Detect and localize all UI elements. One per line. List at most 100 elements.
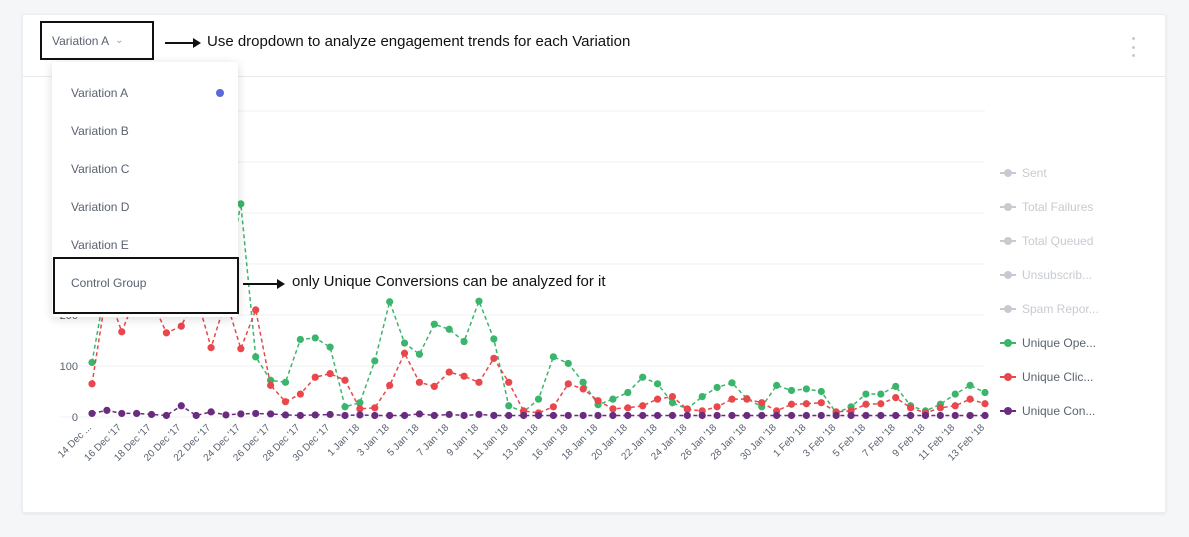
variation-dropdown[interactable]: Variation A ⌄ bbox=[40, 21, 154, 60]
legend-item[interactable]: Sent bbox=[1000, 166, 1047, 180]
data-point bbox=[400, 339, 409, 347]
variation-dropdown-label: Variation A bbox=[52, 33, 110, 48]
data-point bbox=[683, 411, 691, 420]
legend-label: Unique Ope... bbox=[1022, 336, 1097, 350]
annotation-arrow-icon bbox=[243, 279, 285, 289]
data-point bbox=[147, 410, 156, 419]
data-point bbox=[386, 381, 394, 389]
legend-item[interactable]: Spam Repor... bbox=[1000, 302, 1099, 316]
legend-item[interactable]: Unsubscrib... bbox=[1000, 268, 1092, 282]
legend-marker-icon bbox=[1000, 304, 1016, 314]
data-point bbox=[222, 411, 230, 419]
data-point bbox=[415, 378, 424, 386]
data-point bbox=[817, 387, 825, 396]
legend-label: Unsubscrib... bbox=[1022, 268, 1093, 282]
data-point bbox=[579, 378, 587, 386]
data-point bbox=[88, 380, 96, 388]
data-point bbox=[549, 353, 557, 361]
data-point bbox=[787, 411, 796, 420]
legend-marker-icon bbox=[1000, 236, 1016, 246]
data-point bbox=[892, 411, 900, 420]
data-point bbox=[356, 405, 364, 413]
data-point bbox=[267, 381, 275, 389]
data-point bbox=[862, 411, 870, 420]
data-point bbox=[386, 411, 394, 420]
y-tick-label: 100 bbox=[60, 361, 78, 373]
legend-marker-icon bbox=[1000, 372, 1016, 382]
data-point bbox=[847, 411, 855, 420]
selected-dot-icon bbox=[216, 89, 224, 97]
dropdown-option[interactable]: Variation D bbox=[52, 188, 238, 226]
data-point bbox=[400, 411, 409, 420]
legend-item[interactable]: Total Failures bbox=[1000, 200, 1093, 214]
dropdown-option[interactable]: Control Group bbox=[52, 264, 238, 302]
data-point bbox=[371, 404, 379, 412]
data-point bbox=[936, 411, 944, 420]
legend-item[interactable]: Total Queued bbox=[1000, 234, 1093, 248]
legend-label: Unique Clic... bbox=[1022, 370, 1094, 384]
dropdown-option[interactable]: Variation C bbox=[52, 150, 238, 188]
dropdown-option-label: Variation C bbox=[71, 162, 130, 176]
legend-item[interactable]: Unique Ope... bbox=[1000, 336, 1096, 350]
data-point bbox=[966, 381, 974, 389]
kebab-menu-icon[interactable] bbox=[1125, 37, 1141, 57]
data-point bbox=[400, 349, 409, 357]
data-point bbox=[341, 376, 349, 384]
data-point bbox=[668, 411, 677, 420]
data-point bbox=[653, 411, 662, 420]
data-point bbox=[877, 390, 885, 398]
dropdown-option[interactable]: Variation E bbox=[52, 226, 238, 264]
control-hint-annotation: only Unique Conversions can be analyzed … bbox=[292, 273, 606, 290]
data-point bbox=[252, 409, 260, 418]
data-point bbox=[267, 376, 275, 384]
data-point bbox=[415, 410, 424, 418]
data-point bbox=[430, 382, 438, 390]
dropdown-option[interactable]: Variation A bbox=[52, 74, 238, 112]
legend-marker-icon bbox=[1000, 202, 1016, 212]
dropdown-option-label: Control Group bbox=[71, 276, 147, 290]
dropdown-option-label: Variation A bbox=[71, 86, 129, 100]
data-point bbox=[802, 385, 811, 393]
data-point bbox=[88, 409, 96, 418]
data-point bbox=[862, 390, 870, 398]
data-point bbox=[773, 411, 781, 420]
chevron-down-icon: ⌄ bbox=[115, 35, 124, 46]
data-point bbox=[430, 411, 438, 420]
legend-item[interactable]: Unique Con... bbox=[1000, 404, 1095, 418]
data-point bbox=[758, 411, 766, 420]
data-point bbox=[713, 403, 721, 411]
data-point bbox=[534, 411, 543, 420]
data-point bbox=[981, 411, 989, 420]
data-point bbox=[520, 411, 528, 420]
variation-dropdown-menu: Variation A Variation B Variation C Variati… bbox=[52, 62, 238, 317]
data-point bbox=[356, 411, 364, 419]
data-point bbox=[460, 411, 468, 420]
data-point bbox=[341, 411, 349, 420]
data-point bbox=[192, 411, 200, 420]
data-point bbox=[609, 411, 617, 420]
annotation-arrow-icon bbox=[165, 38, 201, 48]
data-point bbox=[162, 329, 171, 337]
legend-label: Total Failures bbox=[1022, 200, 1094, 214]
dropdown-option-label: Variation B bbox=[71, 124, 129, 138]
control-group-highlight bbox=[53, 257, 239, 314]
data-point bbox=[579, 385, 587, 393]
dropdown-option[interactable]: Variation B bbox=[52, 112, 238, 150]
data-point bbox=[564, 380, 572, 388]
legend-item[interactable]: Unique Clic... bbox=[1000, 370, 1093, 384]
legend-label: Sent bbox=[1022, 166, 1047, 180]
legend-label: Unique Con... bbox=[1022, 404, 1096, 418]
data-point bbox=[981, 388, 989, 397]
data-point bbox=[653, 395, 662, 403]
data-point bbox=[981, 400, 989, 408]
card-header bbox=[23, 15, 1165, 77]
data-point bbox=[817, 411, 825, 420]
data-point bbox=[207, 408, 215, 416]
data-point bbox=[296, 411, 304, 420]
data-point bbox=[460, 372, 468, 380]
data-point bbox=[877, 400, 885, 408]
legend-label: Spam Repor... bbox=[1022, 302, 1099, 316]
data-point bbox=[207, 344, 215, 352]
data-point bbox=[267, 410, 275, 418]
